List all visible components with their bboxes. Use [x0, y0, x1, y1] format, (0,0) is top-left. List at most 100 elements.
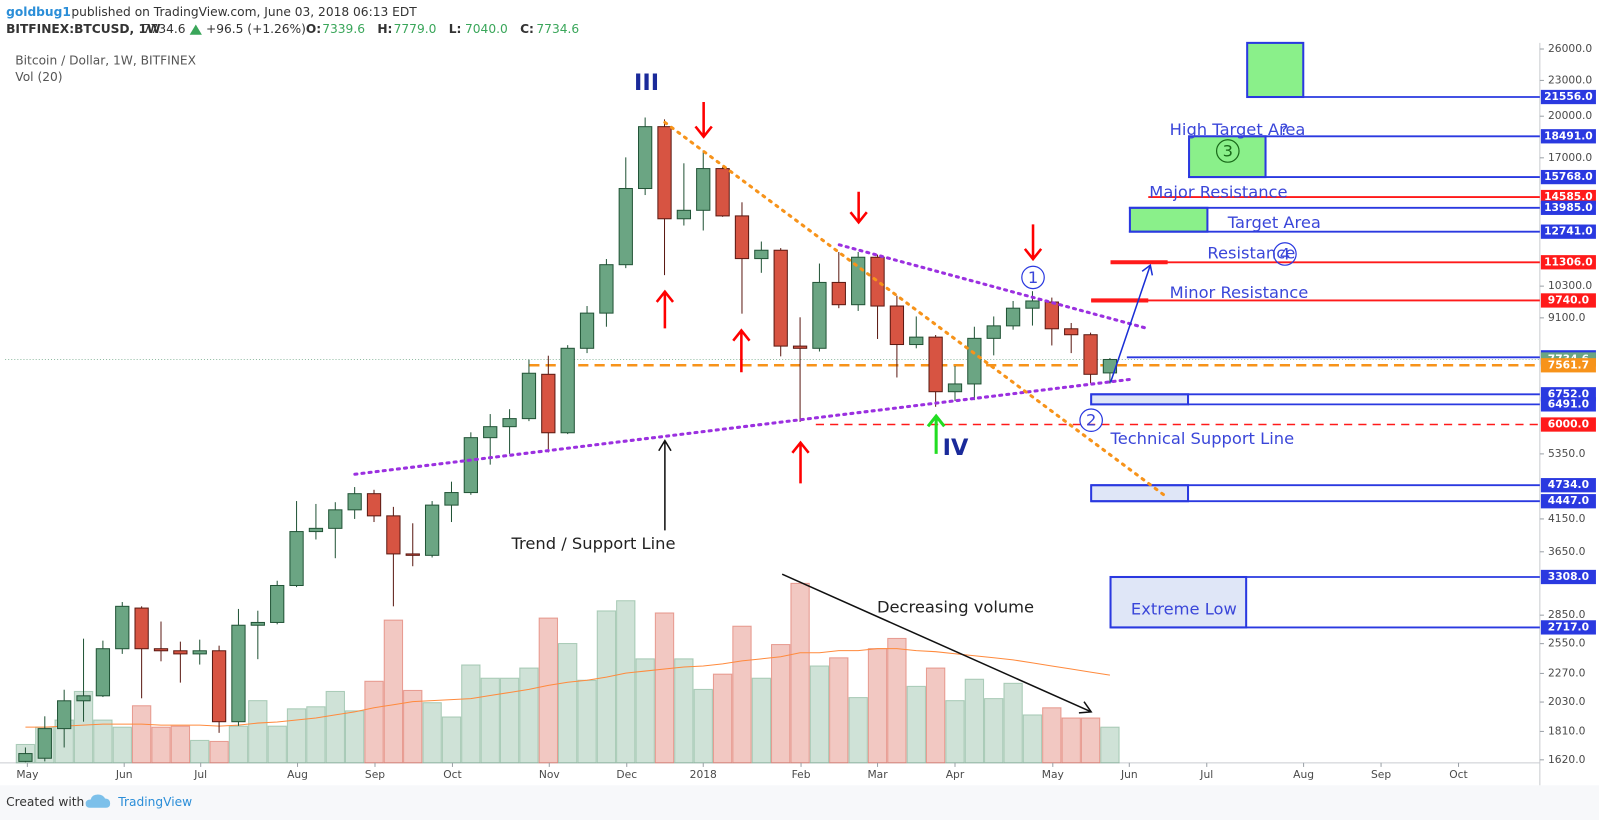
volume-bar — [848, 697, 868, 764]
x-tick-label: Oct — [443, 768, 461, 781]
candle-body — [57, 700, 72, 730]
annotation: Resistance — [1207, 243, 1295, 262]
x-tick-label: Jun — [1120, 768, 1138, 781]
volume-bar — [693, 688, 713, 764]
x-tick-label: Sep — [1371, 768, 1391, 781]
level-label-box — [1540, 89, 1596, 105]
volume-bar — [93, 719, 113, 764]
level-label-box — [1540, 478, 1596, 493]
circle-marker — [1021, 265, 1045, 290]
x-tick-label: Jul — [193, 768, 207, 781]
volume-bar — [887, 637, 907, 764]
quote-value: 7734.6 — [536, 22, 579, 36]
brand[interactable]: TradingView — [117, 795, 192, 809]
wave-label: IV — [943, 435, 969, 461]
level-label: 2717.0 — [1548, 620, 1589, 633]
x-tick-label: Feb — [792, 768, 811, 781]
volume-bar — [771, 644, 791, 764]
x-tick-label: Jul — [1199, 768, 1213, 781]
candle-body — [192, 650, 207, 655]
x-tick-label: Aug — [1293, 768, 1314, 781]
candle-body — [773, 249, 788, 347]
volume-bar — [654, 612, 675, 764]
candle-body — [386, 515, 401, 555]
volume-bar — [480, 677, 500, 764]
x-tick-label: Sep — [365, 768, 385, 781]
candle-body — [231, 624, 246, 723]
x-tick-label: Oct — [1449, 768, 1467, 781]
circle-label: 1 — [1028, 268, 1038, 287]
annotation: Minor Resistance — [1170, 283, 1309, 302]
volume-bar — [829, 657, 849, 764]
candle-body — [328, 509, 343, 529]
level-label-box — [1540, 129, 1596, 144]
y-tick-label: 4150.0 — [1548, 512, 1586, 525]
candle-body — [579, 312, 595, 349]
circle-marker — [1079, 408, 1103, 433]
candle-body — [502, 418, 517, 428]
level-label: 6752.0 — [1548, 387, 1589, 400]
zone — [1246, 41, 1305, 99]
candle-body — [618, 187, 633, 266]
circle-marker — [1215, 139, 1240, 163]
volume-bar — [635, 658, 655, 764]
candle-body — [95, 648, 111, 697]
circle-marker — [1273, 242, 1297, 266]
candle-body — [211, 650, 227, 723]
candle-body — [37, 728, 52, 759]
candle-body — [18, 753, 33, 762]
quote-key: C: — [520, 22, 534, 36]
candle-body — [134, 607, 149, 650]
annotation: ? — [1280, 120, 1289, 139]
y-tick-label: 1620.0 — [1548, 753, 1586, 766]
level-label: 4447.0 — [1548, 494, 1589, 507]
candle-body — [967, 337, 982, 385]
drawings — [353, 102, 1297, 714]
volume-bar — [131, 705, 152, 764]
candle-body — [676, 209, 692, 220]
level-label-box — [1540, 397, 1596, 412]
circle-label: 4 — [1280, 244, 1290, 263]
candle-body — [1025, 300, 1040, 309]
candle-body — [870, 256, 885, 307]
y-tick-label: 17000.0 — [1548, 151, 1592, 164]
candle-body — [289, 531, 304, 587]
candle-body — [270, 584, 285, 623]
candle-body — [308, 527, 324, 533]
level-label: 13985.0 — [1544, 201, 1593, 214]
green-arrow — [926, 413, 946, 454]
volume-bar — [499, 677, 520, 764]
logo — [85, 794, 111, 808]
candle-body — [347, 493, 362, 511]
volume-bar — [712, 673, 733, 764]
change: +96.5 (+1.26%) — [206, 22, 306, 36]
candle-body — [715, 168, 730, 217]
volume-bar — [519, 667, 539, 764]
volume-bar — [596, 610, 617, 764]
annotation: Trend / Support Line — [510, 534, 675, 553]
level-label: 12741.0 — [1544, 225, 1593, 238]
volume-bar — [538, 617, 559, 764]
candle-body — [812, 281, 827, 349]
volume-bar — [151, 726, 171, 764]
level-label-box — [1540, 255, 1596, 270]
volume-bar — [306, 706, 326, 764]
volume-bar — [228, 725, 249, 764]
candle-body — [909, 336, 924, 346]
candle-body — [560, 347, 575, 434]
y-tick-label: 9100.0 — [1548, 311, 1586, 324]
zone — [1090, 484, 1190, 503]
x-tick-label: May — [16, 768, 38, 781]
volume-bar — [422, 702, 442, 764]
chart-title: Bitcoin / Dollar, 1W, BITFINEX — [15, 54, 196, 68]
level-label: 7561.7 — [1548, 358, 1589, 371]
volume-bar — [441, 716, 462, 764]
y-tick-label: 26000.0 — [1548, 42, 1592, 55]
volume-bar — [461, 664, 481, 764]
level-label: 18491.0 — [1544, 129, 1593, 142]
volume-bar — [1042, 707, 1062, 764]
volume-bar — [751, 677, 772, 764]
candle-body — [734, 215, 750, 260]
annotation: Target Area — [1227, 213, 1321, 232]
candle-body — [696, 168, 711, 211]
